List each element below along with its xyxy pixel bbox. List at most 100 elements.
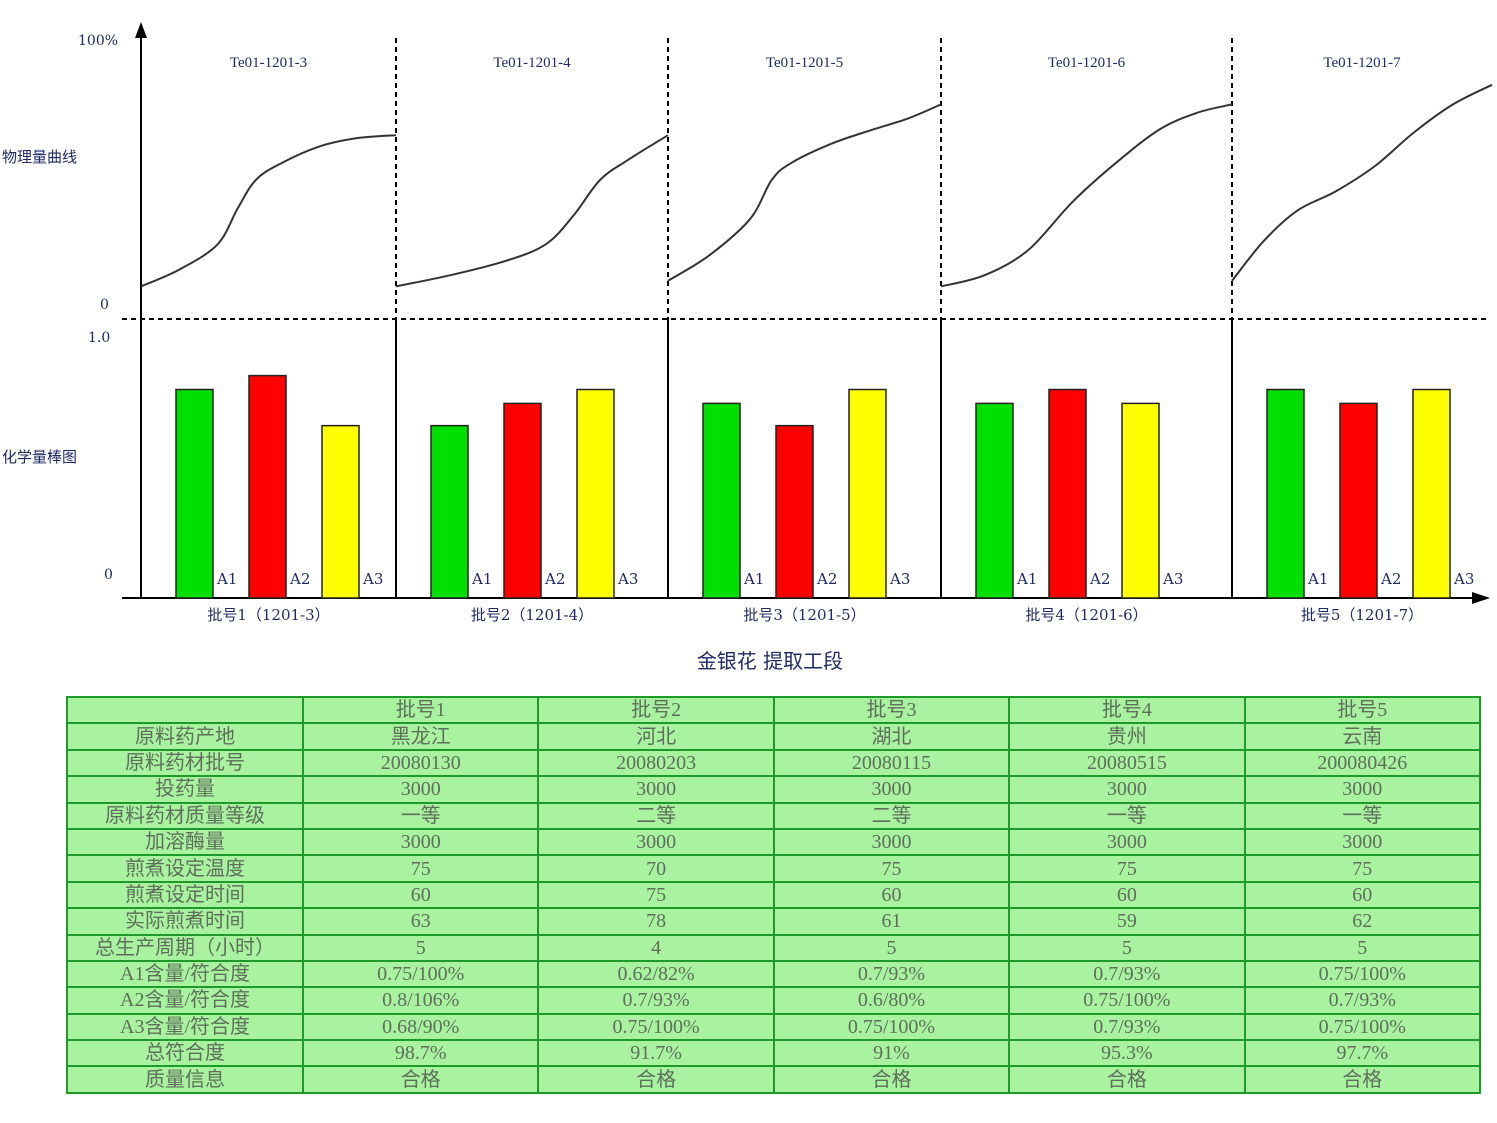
- bar-a1: [975, 402, 1014, 599]
- table-cell: 20080203: [537, 748, 775, 778]
- row-label-cell: [66, 695, 304, 725]
- table-cell: 贵州: [1008, 722, 1246, 751]
- bar-label-a2: A2: [289, 570, 310, 588]
- table-cell: 91%: [772, 1039, 1011, 1068]
- bar-label-a3: A3: [617, 570, 638, 588]
- lower-y-bottom-label: 0: [104, 567, 113, 583]
- table-row: 质量信息 合格 合格 合格 合格 合格: [66, 1065, 1482, 1094]
- row-label-cell: A1含量/符合度: [66, 959, 304, 989]
- table-cell: 61: [772, 907, 1011, 936]
- table-cell: 20080115: [772, 748, 1011, 778]
- table-cell: 0.8/106%: [301, 986, 540, 1015]
- table-cell: 70: [537, 854, 775, 883]
- table-cell: 63: [301, 907, 540, 936]
- segment-title: Te01-1201-7: [1323, 55, 1401, 71]
- bar-a2: [1339, 402, 1378, 599]
- table-cell: 0.75/100%: [1008, 986, 1246, 1015]
- bar-a3: [576, 388, 615, 599]
- row-label-cell: A3含量/符合度: [66, 1012, 304, 1042]
- category-label: 批号2（1201-4）: [471, 606, 593, 624]
- table-row: 投药量 3000 3000 3000 3000 3000: [66, 775, 1482, 804]
- batch-data-table: 批号1 批号2 批号3 批号4 批号5 原料药产地 黑龙江 河北 湖北 贵州 云南 原料药材批号 200…: [66, 695, 1482, 1094]
- table-cell: 20080515: [1008, 748, 1246, 778]
- table-cell: 0.7/93%: [1243, 986, 1482, 1015]
- table-row: A2含量/符合度 0.8/106% 0.7/93% 0.6/80% 0.75/100% 0…: [66, 986, 1482, 1015]
- bar-label-a1: A1: [471, 570, 492, 588]
- bar-label-a2: A2: [1380, 570, 1401, 588]
- physical-curve: [1231, 83, 1493, 282]
- table-cell: 0.75/100%: [537, 1012, 775, 1042]
- row-label-cell: 煎煮设定温度: [66, 854, 304, 883]
- table-cell: 黑龙江: [301, 722, 540, 751]
- lower-y-top-label: 1.0: [88, 330, 110, 346]
- table-cell: 75: [1008, 854, 1246, 883]
- table-cell: 60: [772, 880, 1011, 910]
- table-cell: 0.7/93%: [537, 986, 775, 1015]
- table-header-row: 批号1 批号2 批号3 批号4 批号5: [66, 695, 1482, 725]
- table-cell: 91.7%: [537, 1039, 775, 1068]
- table-row: 煎煮设定时间 60 75 60 60 60: [66, 880, 1482, 910]
- table-row: 原料药材批号 20080130 20080203 20080115 20080515 20…: [66, 748, 1482, 778]
- bar-a2: [775, 424, 814, 599]
- table-cell: 59: [1008, 907, 1246, 936]
- table-cell: 60: [301, 880, 540, 910]
- bar-label-a3: A3: [362, 570, 383, 588]
- physical-curve: [940, 103, 1233, 288]
- table-cell: 75: [772, 854, 1011, 883]
- bar-a2: [1048, 388, 1087, 599]
- table-cell: 0.75/100%: [772, 1012, 1011, 1042]
- table-cell: 一等: [301, 801, 540, 830]
- column-header-cell: 批号2: [537, 695, 775, 725]
- upper-y-top-label: 100%: [78, 33, 118, 49]
- column-header-cell: 批号4: [1008, 695, 1246, 725]
- table-cell: 60: [1243, 880, 1482, 910]
- table-cell: 4: [537, 933, 775, 962]
- bar-a3: [848, 388, 887, 599]
- table-row: 实际煎煮时间 63 78 61 59 62: [66, 907, 1482, 936]
- upper-panel-label: 物理量曲线: [2, 148, 77, 166]
- bar-label-a3: A3: [889, 570, 910, 588]
- batch-segment: Te01-1201-5 A1 A2 A3 批号3（1201-5）: [667, 55, 942, 624]
- table-cell: 75: [1243, 854, 1482, 883]
- column-header-cell: 批号1: [301, 695, 540, 725]
- row-label-cell: 总生产周期（小时）: [66, 933, 304, 962]
- row-label-cell: 原料药产地: [66, 722, 304, 751]
- table-cell: 3000: [1008, 827, 1246, 857]
- bar-label-a1: A1: [743, 570, 764, 588]
- bar-label-a3: A3: [1162, 570, 1183, 588]
- upper-y-bottom-label: 0: [100, 297, 109, 313]
- segment-title: Te01-1201-6: [1048, 55, 1126, 71]
- row-label-cell: 总符合度: [66, 1039, 304, 1068]
- table-cell: 3000: [1243, 827, 1482, 857]
- row-label-cell: 原料药材批号: [66, 748, 304, 778]
- table-cell: 3000: [1243, 775, 1482, 804]
- table-row: 总生产周期（小时） 5 4 5 5 5: [66, 933, 1482, 962]
- table-row: 加溶酶量 3000 3000 3000 3000 3000: [66, 827, 1482, 857]
- bar-a3: [321, 424, 360, 599]
- table-cell: 0.7/93%: [1008, 1012, 1246, 1042]
- row-label-cell: 原料药材质量等级: [66, 801, 304, 830]
- column-header-cell: 批号3: [772, 695, 1011, 725]
- table-cell: 一等: [1243, 801, 1482, 830]
- physical-curve: [140, 134, 397, 288]
- table-row: 煎煮设定温度 75 70 75 75 75: [66, 854, 1482, 883]
- row-label-cell: 质量信息: [66, 1065, 304, 1094]
- bar-label-a1: A1: [216, 570, 237, 588]
- segment-title: Te01-1201-5: [766, 55, 843, 71]
- table-cell: 合格: [1243, 1065, 1482, 1094]
- bar-a1: [430, 424, 469, 599]
- batch-segment: Te01-1201-7 A1 A2 A3 批号5（1201-7）: [1231, 55, 1493, 624]
- table-cell: 62: [1243, 907, 1482, 936]
- table-cell: 0.75/100%: [301, 959, 540, 989]
- bar-label-a2: A2: [1089, 570, 1110, 588]
- table-cell: 5: [1008, 933, 1246, 962]
- table-cell: 5: [772, 933, 1011, 962]
- table-row: 总符合度 98.7% 91.7% 91% 95.3% 97.7%: [66, 1039, 1482, 1068]
- bar-label-a1: A1: [1307, 570, 1328, 588]
- bar-a1: [175, 388, 214, 599]
- table-cell: 3000: [537, 775, 775, 804]
- bar-a2: [248, 374, 287, 599]
- table-cell: 95.3%: [1008, 1039, 1246, 1068]
- category-label: 批号3（1201-5）: [743, 606, 865, 624]
- table-cell: 0.7/93%: [1008, 959, 1246, 989]
